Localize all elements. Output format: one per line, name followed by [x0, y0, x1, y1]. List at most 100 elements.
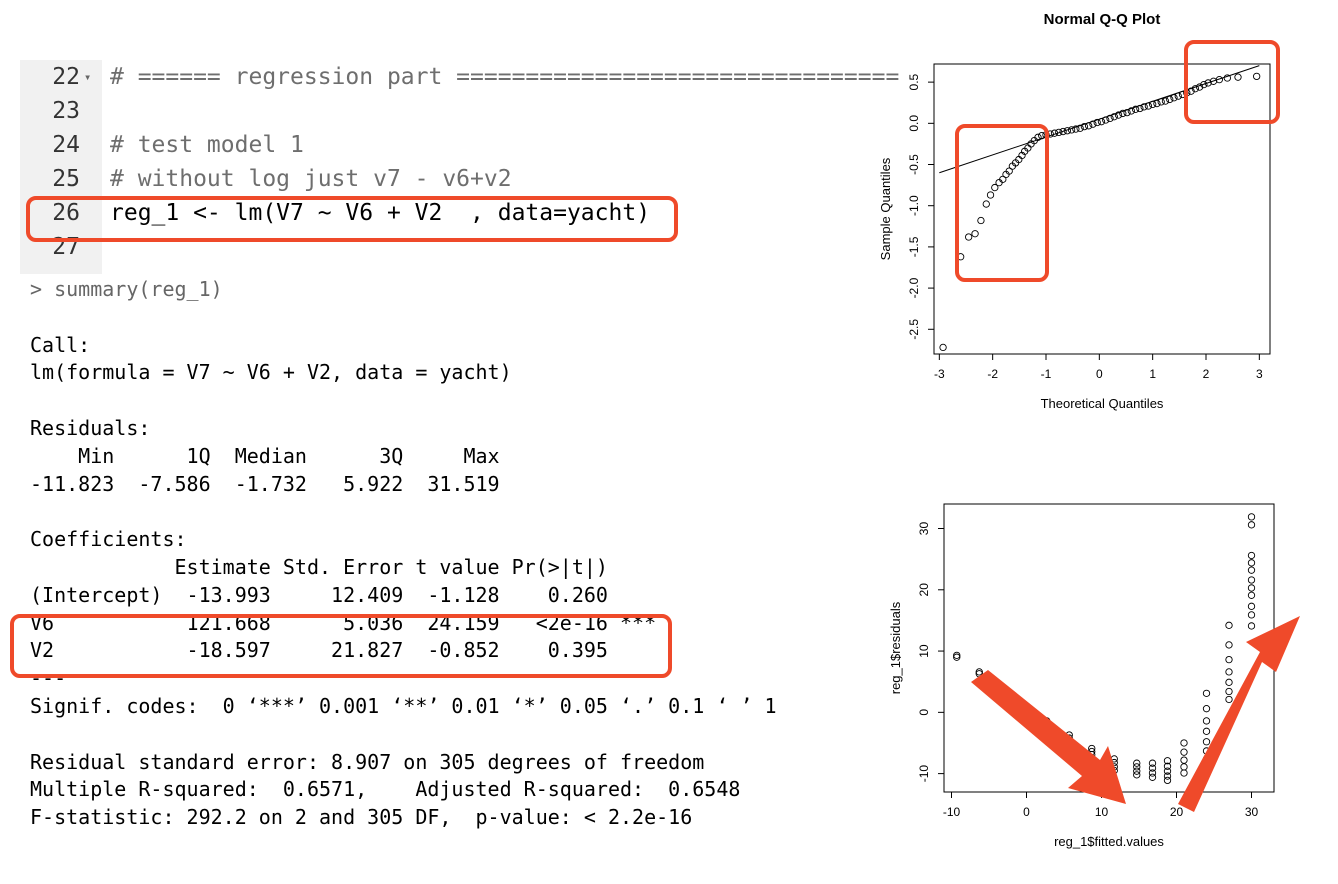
data-point [1110, 113, 1118, 121]
data-point [1247, 521, 1256, 529]
console-line: Call: [30, 332, 91, 357]
data-point [1180, 756, 1188, 764]
data-point [1163, 757, 1172, 765]
x-tick-label: 1 [1149, 367, 1156, 381]
data-point [1225, 687, 1233, 696]
y-tick-label: -2.5 [907, 319, 921, 340]
code-editor[interactable]: 22 ▾ # ====== regression part ============… [20, 60, 899, 274]
data-point [1204, 79, 1212, 87]
fold-toggle-icon[interactable]: ▾ [84, 70, 92, 84]
x-axis-label: Theoretical Quantiles [1041, 396, 1164, 411]
code-line[interactable]: 24 # test model 1 [20, 128, 880, 162]
data-point [1089, 120, 1097, 128]
data-point [1225, 668, 1233, 676]
x-tick-label: -3 [934, 367, 945, 381]
data-point [1202, 727, 1211, 735]
data-point [1202, 738, 1211, 746]
data-point [1050, 129, 1059, 137]
plot-title: Normal Q-Q Plot [1044, 11, 1161, 28]
data-point [1180, 769, 1188, 777]
highlight-coefficients-rows [10, 614, 672, 678]
data-point [1063, 127, 1071, 135]
y-axis-label: reg_1$residuals [888, 601, 903, 694]
arrow-up-right-icon [1178, 616, 1300, 812]
data-point [1225, 678, 1233, 686]
console-line: (Intercept) -13.993 12.409 -1.128 0.260 [30, 582, 657, 607]
residual-plot: -10 0 10 20 30 -10 0 10 20 30 reg_1$fitted.values r… [888, 503, 1300, 849]
y-tick-label: -2.0 [907, 277, 921, 298]
data-point [971, 230, 979, 238]
data-point [1123, 108, 1131, 117]
data-point [1153, 99, 1161, 108]
line-number: 22 [52, 64, 80, 90]
y-tick-label: -1.5 [907, 236, 921, 257]
data-point [1163, 762, 1172, 770]
console-output: > summary(reg_1) Call: lm(formula = V7 ~ … [30, 276, 860, 832]
highlight-upper-tail [1184, 40, 1280, 124]
data-point [1133, 767, 1141, 775]
code-line[interactable]: 22 ▾ # ====== regression part ============… [20, 60, 899, 94]
console-line: Multiple R-squared: 0.6571, Adjusted R-s… [30, 777, 753, 802]
data-point [1157, 98, 1165, 106]
data-point [1114, 111, 1123, 119]
data-point [1247, 576, 1256, 584]
data-point [1225, 641, 1233, 649]
x-tick-label: 2 [1203, 367, 1210, 381]
console-line: -11.823 -7.586 -1.732 5.922 31.519 [30, 471, 512, 496]
data-point [977, 216, 985, 225]
data-point [1247, 591, 1256, 599]
data-point [1055, 128, 1063, 137]
data-point [1247, 602, 1256, 610]
data-point [1076, 124, 1084, 132]
data-point [953, 651, 961, 660]
console-line: Residual standard error: 8.907 on 305 de… [30, 749, 705, 774]
data-point [1247, 513, 1256, 521]
console-line: --- [30, 666, 67, 691]
code-line[interactable]: 23 [20, 94, 880, 128]
data-point [1140, 103, 1148, 111]
data-point [1102, 116, 1110, 124]
code-line[interactable]: 26 reg_1 <- lm(V7 ~ V6 + V2 , data=yacht) [20, 196, 880, 230]
data-point [1148, 759, 1157, 767]
data-point [1093, 118, 1101, 127]
data-point [986, 191, 995, 199]
data-point [939, 343, 947, 352]
code-line[interactable]: 25 # without log just v7 - v6+v2 [20, 162, 880, 196]
line-number: 25 [52, 166, 80, 192]
highlight-reg-line [26, 196, 678, 242]
console-line: F-statistic: 292.2 on 2 and 305 DF, p-va… [30, 805, 693, 830]
code-text: # ====== regression part ===============… [110, 64, 900, 90]
data-point [953, 653, 961, 661]
console-line: Coefficients: [30, 527, 187, 552]
y-tick-label: -0.5 [907, 154, 921, 175]
code-text: # without log just v7 - v6+v2 [110, 166, 512, 192]
data-point [1133, 771, 1141, 779]
x-tick-label: -2 [987, 367, 998, 381]
data-point [1234, 73, 1242, 81]
arrow-down-right-icon [971, 670, 1126, 804]
data-point [1202, 705, 1211, 713]
data-point [1080, 122, 1089, 131]
data-point [1223, 74, 1231, 82]
data-point [1038, 132, 1046, 140]
data-point [1247, 622, 1256, 630]
y-tick-label: 0 [917, 709, 931, 716]
data-point [982, 200, 990, 208]
data-point [1225, 695, 1233, 704]
console-line: lm(formula = V7 ~ V6 + V2, data = yacht) [30, 360, 512, 385]
data-point [1191, 85, 1199, 93]
x-tick-label: -10 [943, 805, 961, 819]
data-point [975, 668, 983, 676]
data-point [1195, 83, 1204, 91]
data-point [1247, 559, 1256, 567]
console-line: Min 1Q Median 3Q Max [30, 443, 512, 468]
data-point [1247, 611, 1256, 619]
y-tick-label: 20 [917, 583, 931, 597]
highlight-lower-tail [955, 124, 1049, 282]
data-point [1166, 95, 1174, 104]
data-point [991, 183, 999, 192]
data-point [1215, 76, 1223, 84]
line-number: 26 [52, 200, 80, 226]
data-point [1202, 717, 1211, 725]
data-point [1149, 100, 1157, 109]
